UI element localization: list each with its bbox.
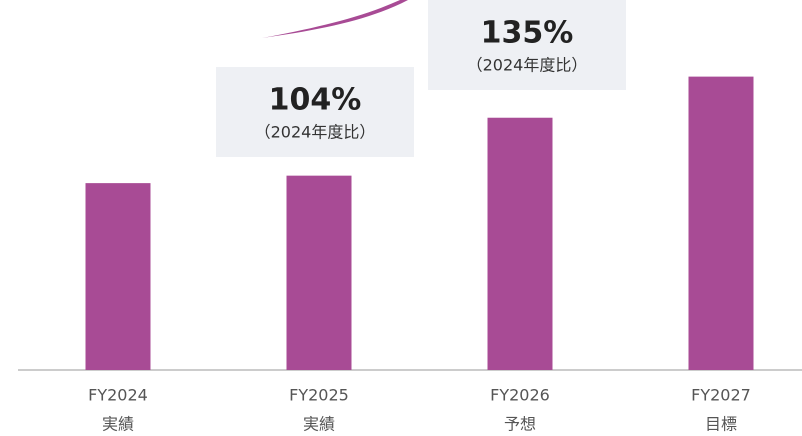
bar — [487, 117, 553, 371]
bar — [688, 76, 754, 371]
callout-value: 104% — [269, 83, 362, 118]
x-tick-note: 実績 — [102, 415, 134, 434]
callout-value: 135% — [481, 16, 574, 51]
x-tick-note: 実績 — [303, 415, 335, 434]
callout-box — [216, 67, 414, 157]
callout-box — [428, 0, 626, 90]
x-tick-label: FY2027 — [691, 386, 751, 405]
callout-note: （2024年度比） — [255, 123, 376, 142]
x-tick-label: FY2025 — [289, 386, 349, 405]
bar — [286, 175, 352, 370]
x-tick-note: 目標 — [705, 415, 737, 434]
callout-note: （2024年度比） — [467, 56, 588, 75]
x-tick-note: 予想 — [504, 415, 536, 434]
bar — [85, 183, 151, 370]
x-tick-label: FY2024 — [88, 386, 148, 405]
arrow-swoosh — [262, 0, 408, 38]
x-tick-label: FY2026 — [490, 386, 550, 405]
